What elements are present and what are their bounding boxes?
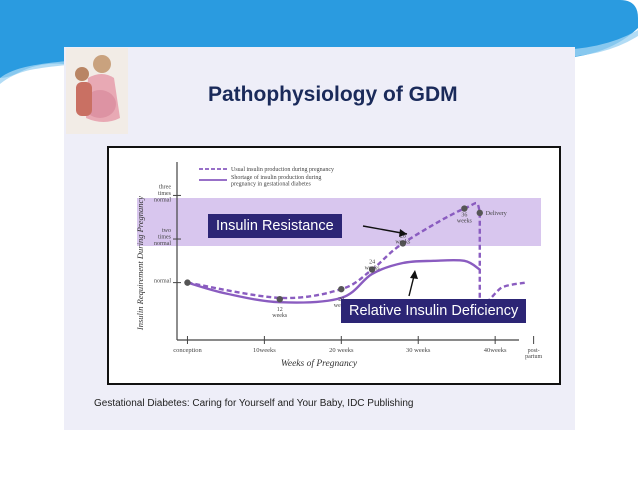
data-point [461, 205, 468, 212]
data-point [184, 279, 191, 286]
slide-title: Pathophysiology of GDM [208, 83, 458, 106]
relative-insulin-deficiency-label: Relative Insulin Deficiency [341, 299, 527, 323]
legend-entry-shortage: Shortage of insulin production during pre… [231, 174, 321, 188]
series-line-shortage [187, 258, 481, 304]
chart-panel: conception 10weeks 20 weeks 30 weeks 40weeks… [107, 146, 561, 385]
source-caption: Gestational Diabetes: Caring for Yoursel… [94, 398, 414, 409]
x-tick-label: 30 weeks [406, 347, 431, 354]
y-tick-label: three times normal [154, 184, 172, 203]
x-axis-label: Weeks of Pregnancy [281, 358, 358, 369]
x-tick-label: 40weeks [484, 347, 507, 354]
insulin-resistance-label: Insulin Resistance [208, 214, 342, 238]
data-point [476, 209, 483, 217]
data-point [338, 285, 345, 293]
resistance-arrow-head [399, 229, 407, 237]
legend-entry-usual: Usual insulin production during pregnanc… [231, 167, 334, 173]
data-point [368, 266, 376, 273]
y-tick-label: two times normal [154, 228, 172, 247]
point-label: 24 weeks [365, 260, 381, 272]
x-tick-label: post-partum [525, 348, 542, 360]
data-point [399, 240, 407, 247]
y-tick-label: normal [154, 279, 171, 285]
x-tick-label: conception [173, 347, 202, 354]
point-label: 28 weeks [395, 233, 411, 245]
y-axis-label: Insulin Requirement During Pregnancy [135, 196, 145, 331]
pregnant-woman-photo-icon [66, 48, 128, 134]
x-tick-label: 10weeks [253, 347, 276, 354]
x-tick-label: 20 weeks [329, 347, 354, 354]
deficiency-arrow-head [410, 270, 418, 279]
point-label: Delivery [486, 211, 507, 217]
point-label: 12 weeks [272, 307, 288, 319]
insulin-chart: conception 10weeks 20 weeks 30 weeks 40weeks… [135, 162, 542, 369]
data-point [276, 295, 283, 303]
point-label: 36 weeks [457, 213, 473, 225]
